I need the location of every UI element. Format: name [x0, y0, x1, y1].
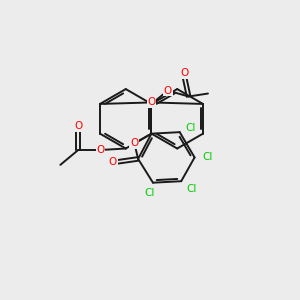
Text: O: O — [96, 145, 105, 155]
Text: Cl: Cl — [203, 152, 213, 162]
Text: O: O — [164, 85, 172, 96]
Text: O: O — [147, 98, 156, 107]
Text: Cl: Cl — [145, 188, 155, 198]
Text: O: O — [74, 121, 82, 131]
Text: Cl: Cl — [185, 123, 195, 133]
Text: Cl: Cl — [186, 184, 197, 194]
Text: O: O — [109, 157, 117, 167]
Text: O: O — [130, 138, 139, 148]
Text: O: O — [180, 68, 188, 78]
